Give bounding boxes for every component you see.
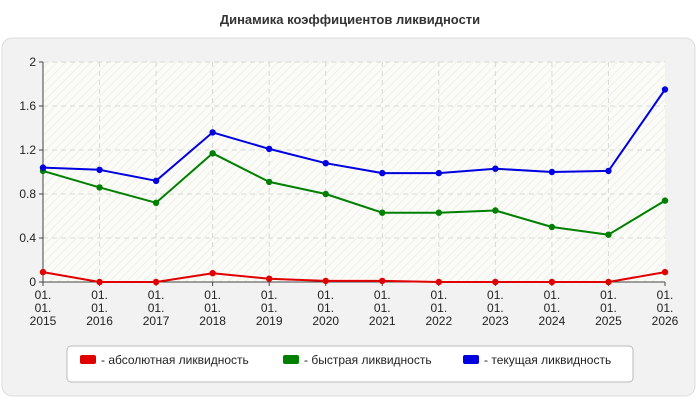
- x-tick-label: 01. 01. 2021: [369, 288, 396, 328]
- data-point: [152, 199, 160, 206]
- data-point: [96, 184, 103, 191]
- y-tick-label: 0: [29, 275, 36, 289]
- legend-label-2: - быстрая ликвидность: [304, 353, 432, 367]
- y-tick-label: 0.8: [19, 187, 36, 201]
- chart-title: Динамика коэффициентов ликвидности: [220, 12, 480, 27]
- data-point: [605, 167, 612, 175]
- data-point: [492, 207, 499, 214]
- data-point: [435, 209, 443, 216]
- data-point: [435, 278, 443, 286]
- y-tick-label: 2: [29, 55, 36, 69]
- data-point: [265, 275, 273, 282]
- x-tick-label: 01. 01. 2016: [86, 288, 113, 328]
- series-layer: [39, 86, 669, 286]
- data-point: [661, 86, 669, 93]
- legend-label-1: - абсолютная ликвидность: [101, 353, 249, 367]
- data-point: [96, 166, 103, 173]
- data-point: [96, 278, 103, 286]
- data-point: [209, 150, 216, 157]
- data-point: [605, 231, 612, 238]
- series-line-2: [42, 152, 666, 236]
- legend-swatch-1: [80, 355, 96, 364]
- x-tick-label: 01. 01. 2015: [30, 288, 57, 328]
- x-tick-label: 01. 01. 2017: [143, 288, 170, 328]
- y-tick-label: 1.6: [19, 99, 36, 113]
- data-point: [152, 278, 160, 286]
- data-point: [39, 164, 47, 171]
- data-point: [209, 270, 216, 277]
- x-tick-label: 01. 01. 2022: [425, 288, 452, 328]
- data-point: [379, 169, 386, 177]
- x-tick-label: 01. 01. 2018: [199, 288, 226, 328]
- data-point: [661, 268, 669, 276]
- data-point: [379, 277, 386, 285]
- x-tick-label: 01. 01. 2026: [652, 288, 679, 328]
- x-tick-label: 01. 01. 2024: [539, 288, 566, 328]
- data-point: [605, 278, 612, 286]
- legend-swatch-2: [283, 355, 299, 364]
- data-point: [265, 178, 273, 186]
- legend: - абсолютная ликвидность - быстрая ликвид…: [66, 345, 634, 383]
- data-point: [492, 165, 499, 172]
- data-point: [265, 145, 273, 153]
- data-point: [39, 268, 47, 276]
- data-point: [492, 278, 499, 286]
- data-point: [322, 277, 329, 285]
- legend-swatch-3: [463, 355, 479, 364]
- x-tick-label: 01. 01. 2025: [595, 288, 622, 328]
- y-tick-label: 1.2: [19, 143, 36, 157]
- y-tick-label: 0.4: [19, 231, 36, 245]
- data-point: [435, 169, 443, 177]
- data-point: [209, 129, 216, 136]
- data-point: [548, 223, 556, 231]
- data-point: [379, 209, 386, 216]
- data-point: [152, 177, 160, 184]
- x-tick-label: 01. 01. 2020: [312, 288, 339, 328]
- data-point: [548, 168, 556, 176]
- series-line-3: [42, 88, 666, 182]
- grid-layer: [43, 61, 665, 282]
- legend-box: [66, 345, 634, 383]
- data-point: [322, 160, 329, 167]
- axis-layer: 0 0.4 0.8 1.2 1.6 2 01. 01. 2015 01. 01. 2016 01. 01.…: [19, 55, 678, 328]
- legend-label-3: - текущая ликвидность: [484, 353, 611, 367]
- x-tick-label: 01. 01. 2019: [256, 288, 283, 328]
- data-point: [661, 197, 669, 204]
- series-line-1: [42, 271, 666, 283]
- data-point: [322, 190, 329, 198]
- data-point: [548, 278, 556, 286]
- x-tick-label: 01. 01. 2023: [482, 288, 509, 328]
